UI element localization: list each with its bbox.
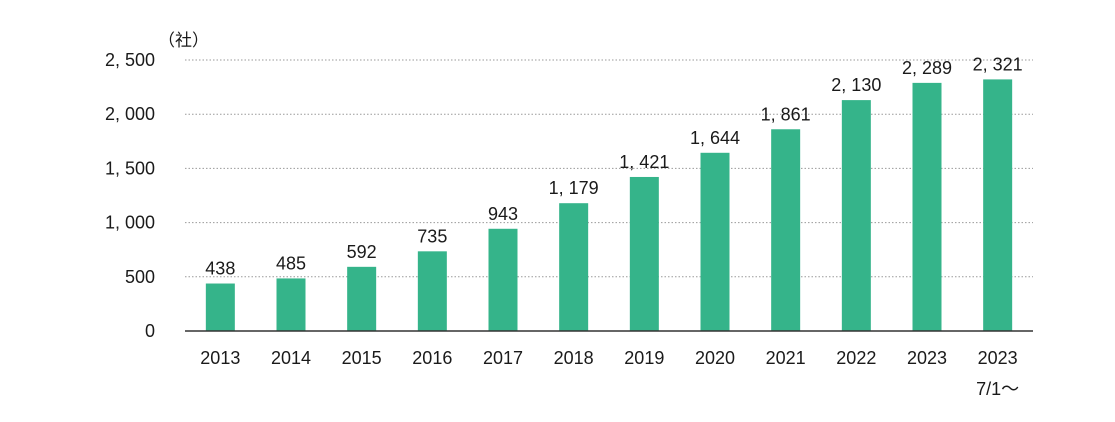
y-tick-label: 2, 500	[105, 50, 155, 70]
x-tick-label: 2023	[978, 348, 1018, 368]
y-tick-label: 500	[125, 267, 155, 287]
x-tick-label: 2022	[836, 348, 876, 368]
y-axis-unit-label: （社）	[158, 31, 209, 50]
bar	[912, 82, 942, 331]
bar	[347, 266, 377, 331]
x-tick-label: 2021	[766, 348, 806, 368]
data-label: 1, 644	[690, 128, 740, 148]
data-label: 1, 861	[761, 104, 811, 124]
data-label: 592	[347, 242, 377, 262]
data-label: 943	[488, 204, 518, 224]
bar	[205, 283, 235, 331]
data-label: 2, 321	[973, 54, 1023, 74]
gridlines	[185, 59, 1033, 278]
y-tick-label: 0	[145, 321, 155, 341]
data-labels: 438 485 592 735 943 1, 179 1, 421 1, 644 1, 861 2…	[205, 54, 1022, 278]
x-tick-label: 2015	[342, 348, 382, 368]
bar	[629, 176, 659, 331]
data-label: 2, 130	[831, 75, 881, 95]
x-tick-sublabel: 7/1～	[976, 379, 1019, 399]
x-tick-label: 2013	[200, 348, 240, 368]
y-tick-label: 1, 000	[105, 213, 155, 233]
x-tick-label: 2020	[695, 348, 735, 368]
bar	[276, 278, 306, 331]
x-tick-label: 2023	[907, 348, 947, 368]
x-tick-label: 2019	[624, 348, 664, 368]
x-tick-label: 2014	[271, 348, 311, 368]
y-axis-tick-labels: 0 500 1, 000 1, 500 2, 000 2, 500	[105, 50, 155, 341]
bar	[559, 203, 589, 331]
data-label: 1, 421	[619, 152, 669, 172]
bar	[841, 100, 871, 331]
y-tick-label: 2, 000	[105, 104, 155, 124]
bar	[771, 129, 801, 331]
bar	[417, 251, 447, 331]
bar	[983, 79, 1013, 332]
bars	[205, 79, 1013, 332]
data-label: 485	[276, 253, 306, 273]
x-tick-label: 2016	[412, 348, 452, 368]
data-label: 1, 179	[549, 178, 599, 198]
data-label: 438	[205, 259, 235, 279]
y-tick-label: 1, 500	[105, 158, 155, 178]
bar	[700, 152, 730, 331]
data-label: 2, 289	[902, 58, 952, 78]
x-tick-label: 2018	[554, 348, 594, 368]
data-label: 735	[417, 226, 447, 246]
bar	[488, 228, 518, 331]
x-tick-label: 2017	[483, 348, 523, 368]
x-axis-labels: 2013 2014 2015 2016 2017 2018 2019 2020 2021 2022…	[200, 348, 1019, 399]
